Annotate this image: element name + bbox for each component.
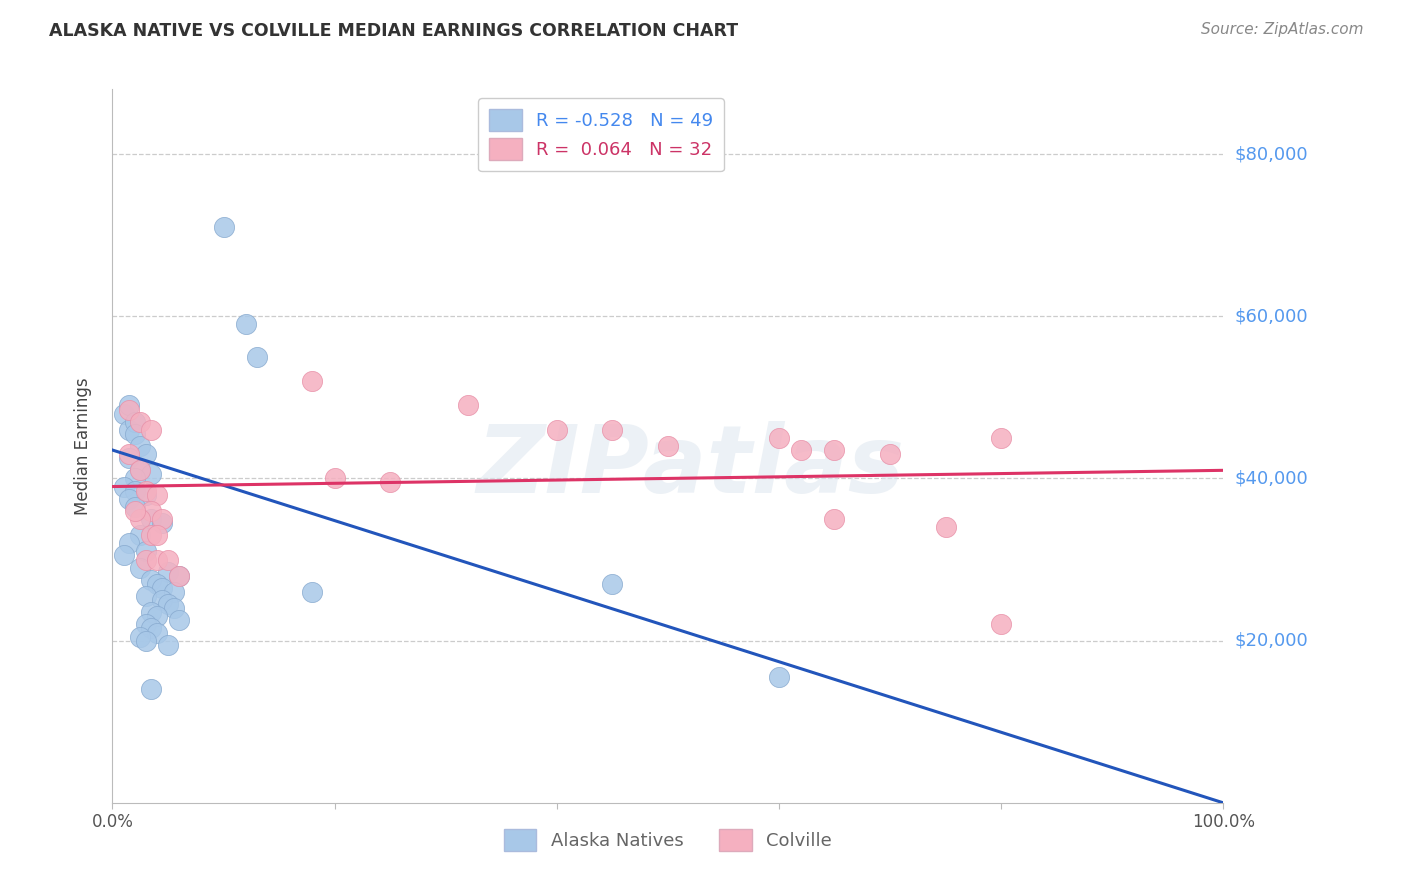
Legend: Alaska Natives, Colville: Alaska Natives, Colville	[496, 822, 839, 858]
Point	[118, 451, 141, 466]
Point	[135, 589, 157, 603]
Text: ALASKA NATIVE VS COLVILLE MEDIAN EARNINGS CORRELATION CHART: ALASKA NATIVE VS COLVILLE MEDIAN EARNING…	[49, 22, 738, 40]
Point	[135, 633, 157, 648]
Point	[112, 479, 135, 493]
Point	[141, 605, 163, 619]
Point	[602, 577, 624, 591]
Point	[146, 577, 169, 591]
Point	[824, 512, 846, 526]
Point	[162, 585, 184, 599]
Point	[157, 638, 180, 652]
Point	[146, 609, 169, 624]
Point	[990, 617, 1012, 632]
Point	[118, 536, 141, 550]
Text: ZIPatlas: ZIPatlas	[477, 421, 904, 514]
Point	[141, 528, 163, 542]
Point	[212, 220, 235, 235]
Point	[990, 431, 1012, 445]
Point	[152, 581, 174, 595]
Point	[146, 528, 169, 542]
Point	[157, 597, 180, 611]
Point	[118, 491, 141, 506]
Point	[141, 423, 163, 437]
Point	[141, 682, 163, 697]
Point	[135, 544, 157, 558]
Point	[824, 443, 846, 458]
Point	[380, 475, 402, 490]
Point	[141, 622, 163, 636]
Point	[657, 439, 679, 453]
Point	[118, 423, 141, 437]
Point	[124, 483, 146, 498]
Point	[129, 630, 152, 644]
Point	[301, 374, 323, 388]
Point	[118, 402, 141, 417]
Point	[135, 488, 157, 502]
Point	[129, 415, 152, 429]
Text: $60,000: $60,000	[1234, 307, 1308, 326]
Point	[235, 318, 257, 332]
Point	[141, 512, 163, 526]
Point	[141, 573, 163, 587]
Point	[129, 463, 152, 477]
Point	[167, 568, 190, 582]
Point	[146, 488, 169, 502]
Point	[152, 593, 174, 607]
Point	[879, 447, 901, 461]
Point	[301, 585, 323, 599]
Point	[246, 350, 269, 364]
Y-axis label: Median Earnings: Median Earnings	[73, 377, 91, 515]
Point	[124, 500, 146, 514]
Point	[124, 504, 146, 518]
Point	[118, 447, 141, 461]
Point	[935, 520, 957, 534]
Point	[112, 407, 135, 421]
Point	[768, 670, 790, 684]
Point	[118, 399, 141, 413]
Point	[124, 426, 146, 441]
Point	[157, 565, 180, 579]
Point	[129, 560, 152, 574]
Point	[146, 625, 169, 640]
Point	[602, 423, 624, 437]
Point	[152, 512, 174, 526]
Point	[129, 512, 152, 526]
Point	[457, 399, 479, 413]
Point	[790, 443, 813, 458]
Point	[167, 613, 190, 627]
Point	[152, 516, 174, 530]
Text: $40,000: $40,000	[1234, 469, 1308, 487]
Point	[323, 471, 346, 485]
Point	[129, 439, 152, 453]
Point	[135, 483, 157, 498]
Point	[129, 463, 152, 477]
Point	[167, 568, 190, 582]
Text: $20,000: $20,000	[1234, 632, 1308, 649]
Text: $80,000: $80,000	[1234, 145, 1308, 163]
Point	[162, 601, 184, 615]
Point	[768, 431, 790, 445]
Point	[157, 552, 180, 566]
Point	[135, 447, 157, 461]
Point	[141, 467, 163, 482]
Point	[124, 415, 146, 429]
Point	[135, 617, 157, 632]
Point	[546, 423, 568, 437]
Point	[135, 552, 157, 566]
Point	[124, 471, 146, 485]
Point	[141, 504, 163, 518]
Point	[146, 552, 169, 566]
Text: Source: ZipAtlas.com: Source: ZipAtlas.com	[1201, 22, 1364, 37]
Point	[129, 528, 152, 542]
Point	[112, 549, 135, 563]
